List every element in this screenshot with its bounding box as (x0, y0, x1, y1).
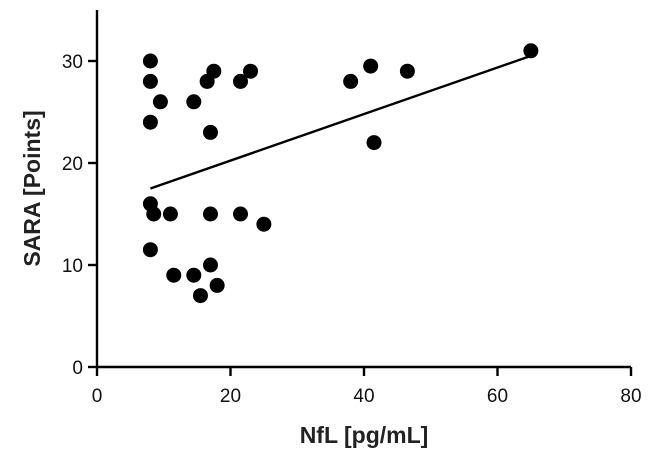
data-point (343, 73, 359, 89)
data-point (142, 73, 158, 89)
y-ticks: 0 10 20 30 (62, 52, 97, 379)
y-tick-label: 30 (62, 52, 83, 73)
data-point (186, 267, 202, 283)
x-ticks: 0 20 40 60 80 (92, 367, 642, 407)
data-point (192, 288, 208, 304)
y-tick-label: 0 (72, 358, 83, 379)
data-point (166, 267, 182, 283)
x-tick-label: 40 (353, 386, 374, 407)
data-point (162, 206, 178, 222)
data-point (366, 135, 382, 151)
data-point (142, 242, 158, 258)
data-point (399, 63, 415, 79)
data-points (142, 43, 539, 304)
y-tick-label: 20 (62, 154, 83, 175)
data-point (233, 73, 249, 89)
data-point (202, 257, 218, 273)
data-point (146, 206, 162, 222)
data-point (186, 94, 202, 110)
data-point (363, 58, 379, 74)
data-point (202, 124, 218, 140)
regression-line (150, 54, 532, 190)
y-tick-label: 10 (62, 256, 83, 277)
y-axis-title: SARA [Points] (19, 110, 45, 266)
data-point (142, 53, 158, 69)
data-point (233, 206, 249, 222)
x-tick-label: 0 (92, 386, 103, 407)
x-tick-label: 20 (220, 386, 241, 407)
data-point (523, 43, 539, 59)
data-point (243, 63, 259, 79)
data-point (206, 63, 222, 79)
data-point (152, 94, 168, 110)
x-tick-label: 60 (487, 386, 508, 407)
x-tick-label: 80 (620, 386, 641, 407)
data-point (209, 277, 225, 293)
data-point (142, 114, 158, 130)
data-point (202, 206, 218, 222)
data-point (256, 216, 272, 232)
x-axis-title: NfL [pg/mL] (300, 422, 429, 448)
